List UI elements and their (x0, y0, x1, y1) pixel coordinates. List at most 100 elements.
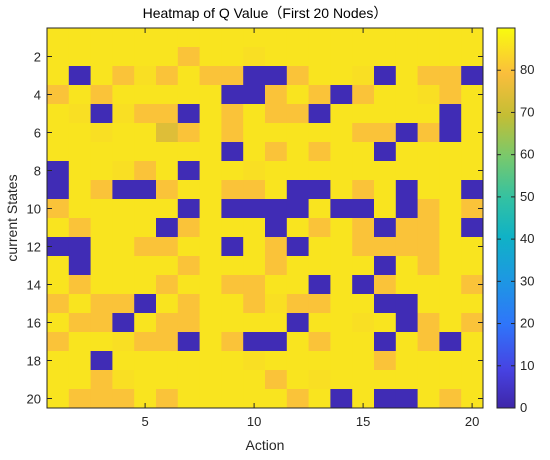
heatmap-cell (156, 237, 179, 257)
heatmap-cell (47, 104, 70, 124)
heatmap-cell (461, 104, 484, 124)
heatmap-cell (243, 142, 266, 162)
chart-title: Heatmap of Q Value（First 20 Nodes） (143, 5, 388, 21)
heatmap-cell (374, 218, 397, 238)
heatmap-cell (47, 161, 70, 181)
heatmap-cell (199, 313, 222, 333)
heatmap-cell (199, 199, 222, 219)
heatmap-cell (156, 104, 179, 124)
colorbar-tick-label: 30 (520, 273, 534, 288)
heatmap-cell (374, 256, 397, 276)
heatmap-cell (395, 66, 418, 86)
heatmap-cell (308, 370, 331, 390)
heatmap-cell (177, 294, 200, 314)
heatmap-cell (439, 275, 462, 295)
heatmap-cell (417, 275, 440, 295)
heatmap-cell (374, 180, 397, 200)
heatmap-cell (112, 47, 135, 67)
heatmap-cell (352, 332, 375, 352)
heatmap-cell (395, 142, 418, 162)
heatmap-cell (47, 313, 70, 333)
heatmap-cell (417, 161, 440, 181)
heatmap-cell (265, 389, 288, 409)
heatmap-cell (417, 123, 440, 143)
heatmap-cell (265, 294, 288, 314)
heatmap-cell (221, 313, 244, 333)
heatmap-cell (265, 123, 288, 143)
heatmap-cell (90, 142, 113, 162)
heatmap-cell (47, 142, 70, 162)
heatmap-cell (286, 218, 309, 238)
heatmap-cell (265, 313, 288, 333)
heatmap-cell (221, 161, 244, 181)
heatmap-cell (90, 237, 113, 257)
heatmap-cell (177, 85, 200, 105)
heatmap-cell (286, 104, 309, 124)
heatmap-cell (352, 313, 375, 333)
heatmap-cell (47, 218, 70, 238)
heatmap-cell (286, 370, 309, 390)
colorbar-tick-label: 0 (520, 400, 527, 415)
heatmap-cell (68, 313, 91, 333)
heatmap-cell (308, 47, 331, 67)
heatmap-cell (395, 389, 418, 409)
heatmap-cell (461, 142, 484, 162)
y-tick-label: 14 (27, 278, 41, 293)
heatmap-cell (199, 332, 222, 352)
heatmap-cell (68, 47, 91, 67)
heatmap-cell (265, 142, 288, 162)
heatmap-cell (461, 351, 484, 371)
heatmap-cell (199, 218, 222, 238)
heatmap-cell (417, 313, 440, 333)
heatmap-cell (330, 85, 353, 105)
heatmap-cell (134, 161, 157, 181)
heatmap-cell (330, 313, 353, 333)
heatmap-cell (90, 199, 113, 219)
heatmap-cell (177, 47, 200, 67)
heatmap-cell (461, 313, 484, 333)
heatmap-cell (417, 332, 440, 352)
heatmap-cell (330, 47, 353, 67)
heatmap-cell (90, 389, 113, 409)
heatmap-cell (199, 161, 222, 181)
heatmap-cell (439, 66, 462, 86)
heatmap-cell (134, 180, 157, 200)
heatmap-cell (47, 66, 70, 86)
heatmap-cell (243, 237, 266, 257)
heatmap-cell (134, 85, 157, 105)
heatmap-cell (352, 256, 375, 276)
y-tick-label: 4 (34, 88, 41, 103)
heatmap-cell (156, 218, 179, 238)
heatmap-cell (177, 218, 200, 238)
heatmap-cell (461, 294, 484, 314)
heatmap-cell (47, 199, 70, 219)
heatmap-cell (177, 237, 200, 257)
heatmap-cell (330, 237, 353, 257)
heatmap-cell (68, 123, 91, 143)
heatmap-cell (330, 161, 353, 181)
heatmap-cell (199, 389, 222, 409)
heatmap-cell (330, 294, 353, 314)
heatmap-cell (243, 104, 266, 124)
heatmap-cell (156, 28, 179, 48)
y-tick-label: 20 (27, 392, 41, 407)
heatmap-cell (156, 351, 179, 371)
heatmap-cell (286, 199, 309, 219)
heatmap-cell (199, 142, 222, 162)
heatmap-cell (439, 180, 462, 200)
heatmap-cell (330, 275, 353, 295)
heatmap-cell (134, 237, 157, 257)
heatmap-cell (47, 85, 70, 105)
heatmap-cell (265, 104, 288, 124)
heatmap-cell (352, 28, 375, 48)
heatmap-cell (417, 66, 440, 86)
heatmap-cell (199, 47, 222, 67)
heatmap-cell (308, 389, 331, 409)
heatmap-cell (395, 256, 418, 276)
y-tick-label: 2 (34, 50, 41, 65)
heatmap-cell (90, 294, 113, 314)
heatmap-cell (156, 66, 179, 86)
heatmap-cell (221, 180, 244, 200)
heatmap-cell (395, 123, 418, 143)
heatmap-cell (90, 351, 113, 371)
